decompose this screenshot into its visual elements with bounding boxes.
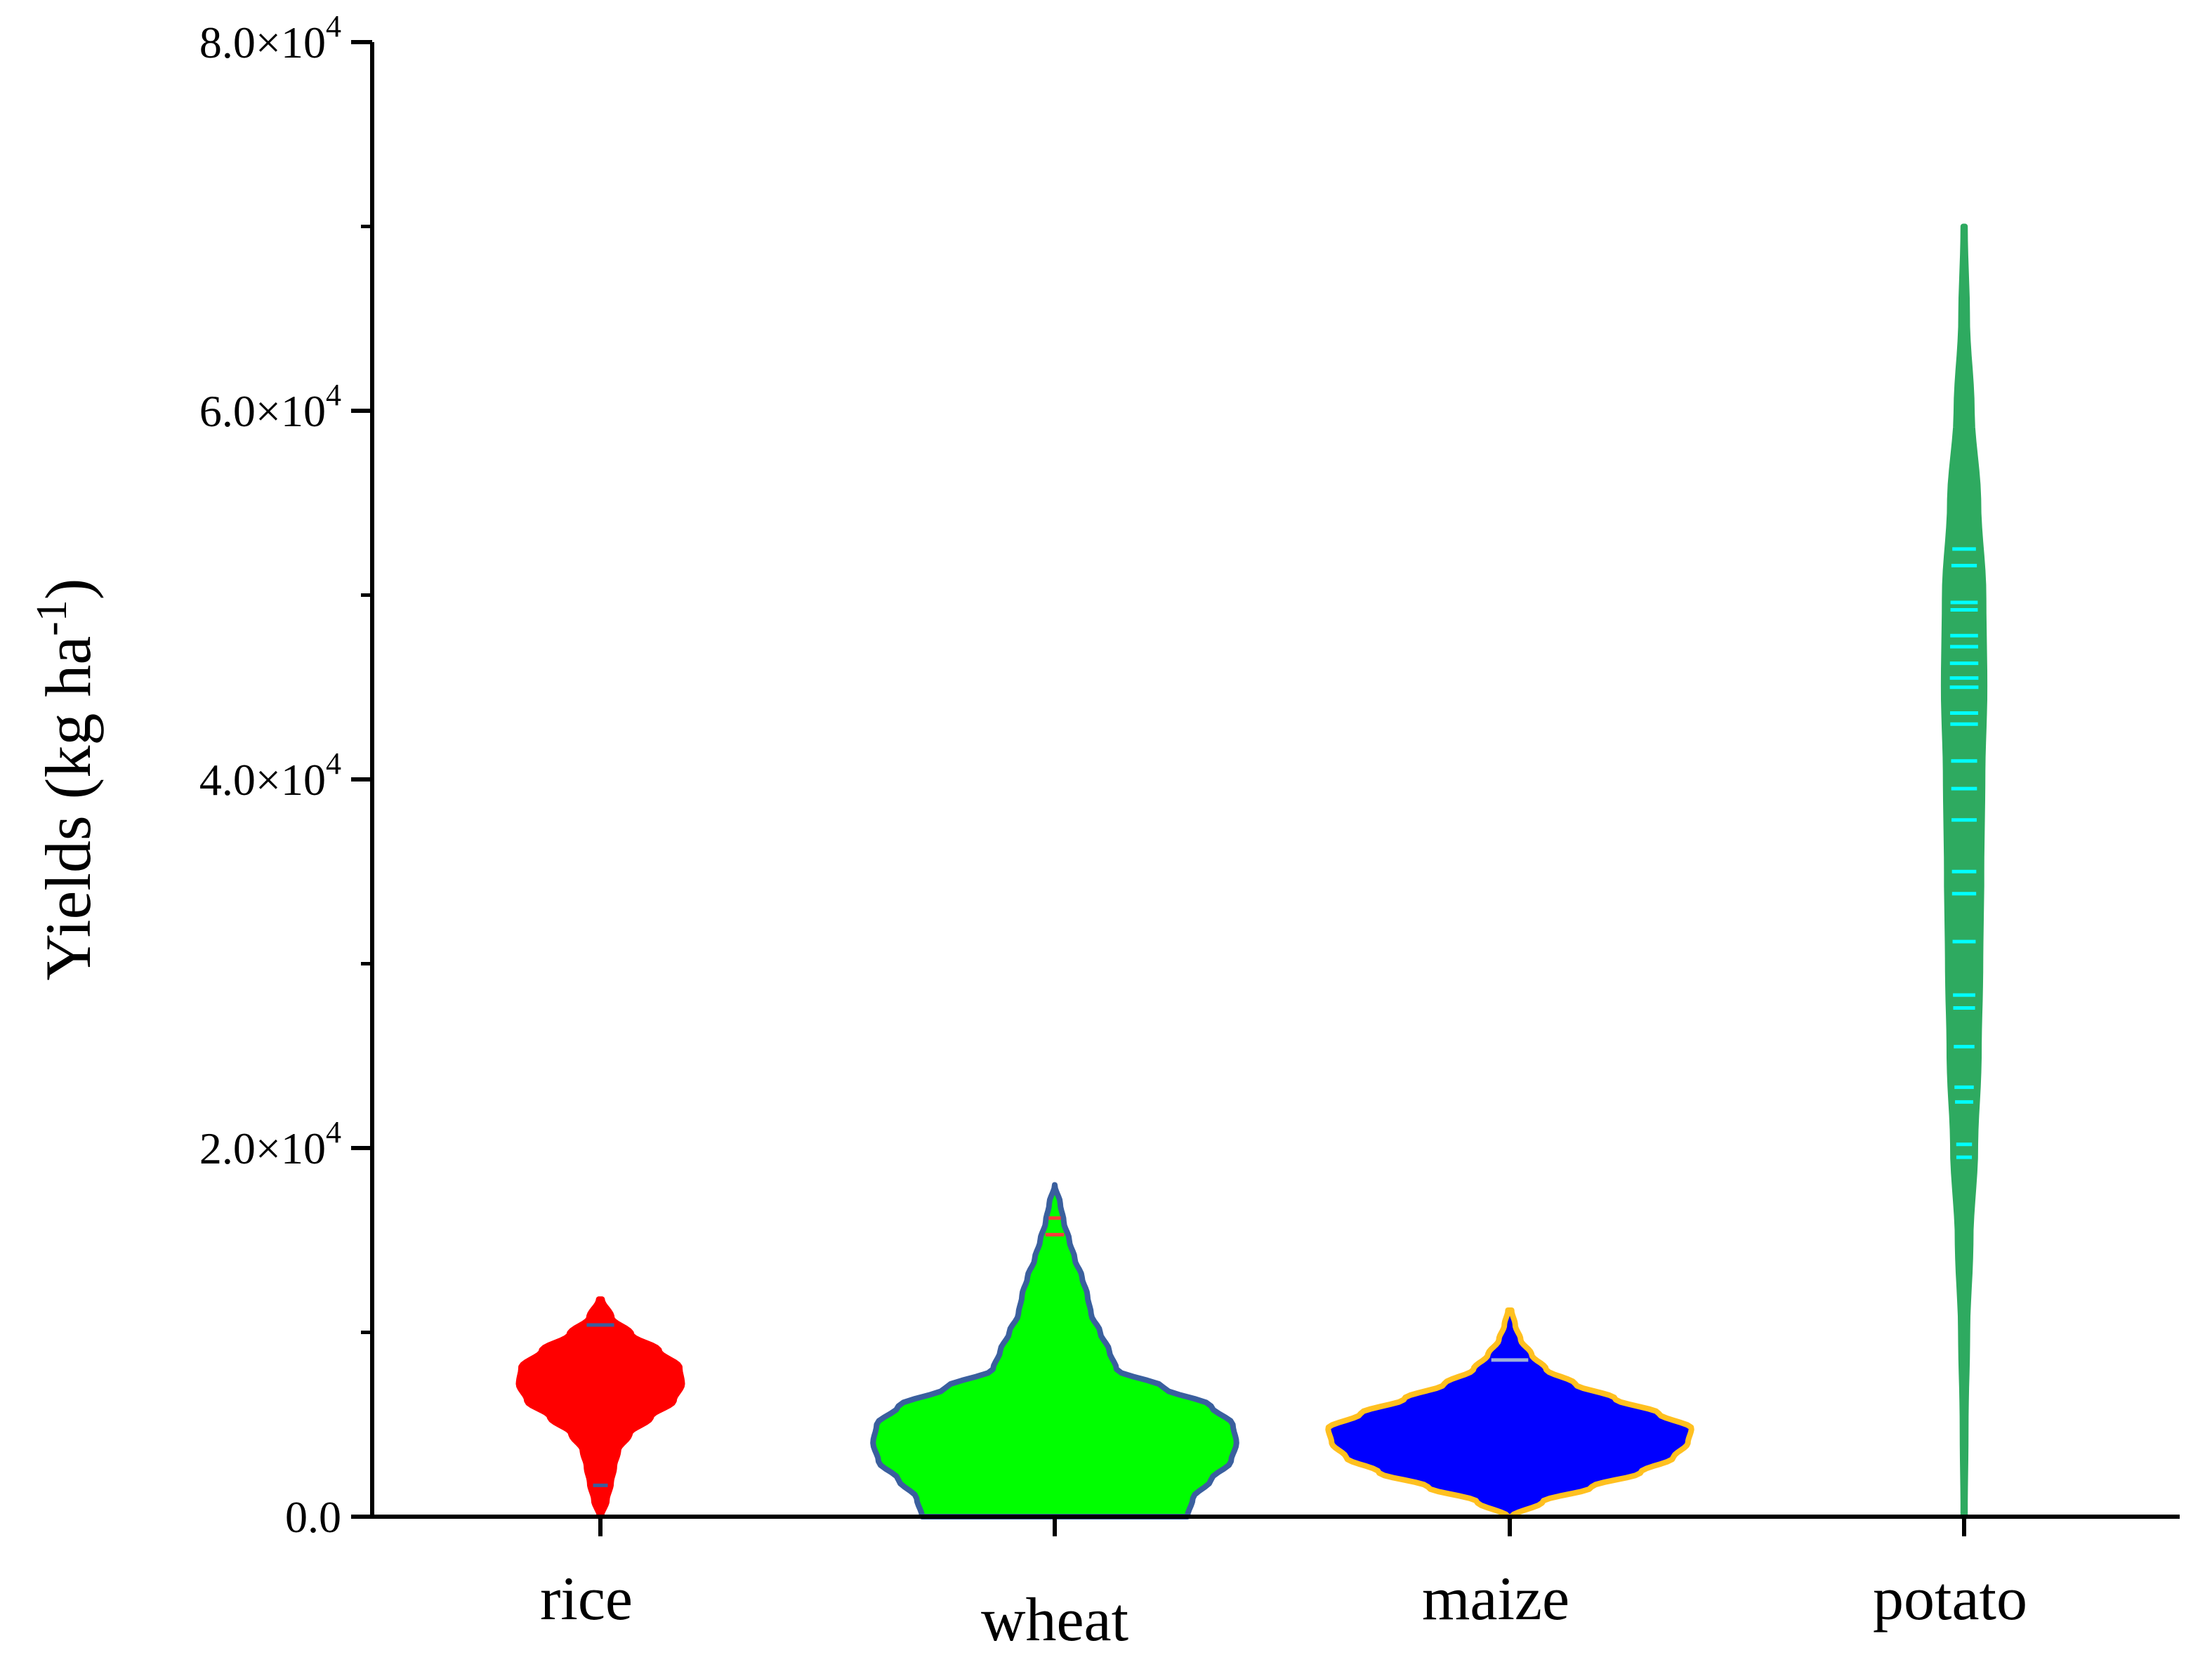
y-axis-title: Yields (kg ha-1): [28, 579, 104, 981]
y-tick-label-base: 0.0: [285, 1492, 341, 1542]
y-tick-label: 4.0×104: [199, 746, 341, 805]
y-tick-label: 2.0×104: [199, 1115, 341, 1173]
axes: [370, 42, 2180, 1519]
violin-rice: [515, 1296, 685, 1519]
x-category-label: wheat: [981, 1586, 1128, 1654]
y-axis-title-text: Yields (kg ha: [32, 636, 104, 981]
violin-maize: [1325, 1307, 1694, 1519]
x-ticks: rice wheat maize potato: [540, 1517, 2027, 1654]
data-point-layer: [586, 547, 1979, 1487]
violin-wheat: [870, 1182, 1239, 1519]
y-axis-title-close: ): [32, 579, 104, 600]
y-tick-label-base: 2.0×10: [199, 1123, 326, 1173]
x-category-label: maize: [1422, 1565, 1569, 1633]
y-tick-label: 8.0×104: [199, 9, 341, 67]
y-tick-label-exponent: 4: [326, 746, 341, 781]
y-axis-title-superscript: -1: [28, 600, 76, 636]
violin-layer: [515, 223, 1988, 1519]
y-tick-label: 0.0: [285, 1492, 341, 1542]
y-tick-label-base: 4.0×10: [199, 755, 326, 805]
y-tick-label-exponent: 4: [326, 9, 341, 44]
y-tick-label-exponent: 4: [326, 378, 341, 412]
y-tick-label-base: 6.0×10: [199, 386, 326, 436]
x-category-label: potato: [1873, 1565, 2027, 1633]
x-category-label: rice: [540, 1565, 633, 1633]
y-tick-label-base: 8.0×10: [199, 18, 326, 67]
y-tick-label: 6.0×104: [199, 378, 341, 436]
y-tick-label-exponent: 4: [326, 1115, 341, 1149]
